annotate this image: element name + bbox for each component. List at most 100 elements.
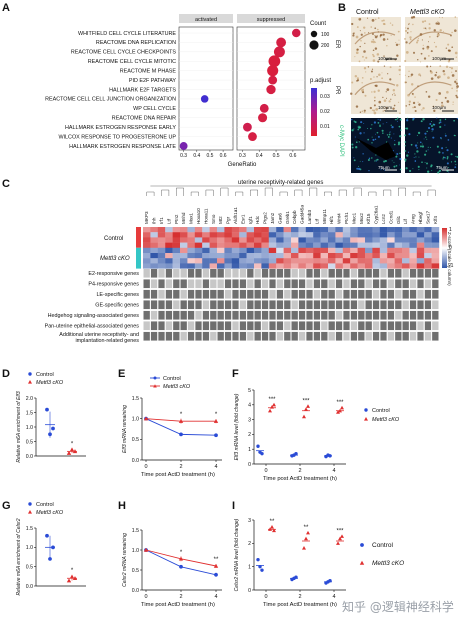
tile-er-control-cell	[377, 17, 380, 19]
heat-cell	[402, 237, 410, 243]
tile-pr-cko-cell	[451, 87, 453, 90]
heat-cell	[291, 242, 299, 248]
panel-G-ytick-label: 0.5	[26, 564, 33, 570]
gene-label-2: Irf1	[159, 217, 164, 224]
tile-cmyc-cko-cell	[425, 136, 427, 138]
tile-cmyc-control-cell	[377, 118, 379, 120]
tile-er-control-cell	[358, 18, 361, 20]
legend-E-control: Control	[163, 376, 181, 382]
category-cell	[350, 331, 358, 341]
tile-pr-control-cell	[382, 96, 384, 99]
category-cell	[246, 321, 254, 331]
tile-pr-cko-cell	[435, 71, 438, 74]
tile-cmyc-cko-cell	[442, 158, 444, 160]
tile-er-cko-cell	[435, 45, 438, 48]
category-cell	[202, 310, 210, 320]
heat-cell	[409, 227, 417, 233]
category-cell	[217, 300, 225, 310]
tile-cmyc-control-cell	[398, 125, 401, 128]
heat-cell	[150, 263, 158, 269]
gene-label-15: Hdc	[255, 215, 260, 224]
heat-cell	[350, 253, 358, 259]
a-xtick-label-suppressed: 0.4	[256, 153, 263, 159]
category-cell	[143, 289, 151, 299]
tile-cmyc-cko-cell	[440, 138, 442, 140]
tile-cmyc-cko-cell	[444, 157, 446, 159]
heat-cell	[283, 258, 292, 264]
tile-pr-control-cell	[363, 67, 367, 70]
heat-cell	[416, 242, 425, 248]
tile-pr-control-tissue	[354, 81, 396, 96]
category-cell	[239, 331, 247, 341]
tile-cmyc-cko-cell	[405, 127, 407, 130]
tile-pr-control-cell	[373, 96, 376, 99]
tile-er-cko-cell	[421, 20, 425, 23]
tile-er-cko-cell	[406, 32, 409, 34]
tile-er-cko-cell	[423, 27, 425, 29]
category-cell	[387, 331, 395, 341]
heat-cell	[202, 242, 210, 248]
category-label-2: LE-specific genes	[96, 292, 139, 298]
tile-pr-control-cell	[385, 107, 388, 109]
category-cell	[217, 331, 225, 341]
heat-cell	[342, 253, 351, 259]
panel-I-ytick-label: 3	[248, 518, 251, 524]
category-cell	[187, 310, 195, 320]
point-D-0-1	[48, 432, 52, 437]
category-cell	[306, 300, 313, 310]
panel-E-ytick-label: 1.0	[132, 416, 139, 422]
category-cell	[291, 268, 299, 278]
panel-E-xtick-label: 4	[214, 464, 217, 470]
tile-cmyc-cko-cell	[408, 169, 412, 173]
category-cell	[187, 300, 195, 310]
tile-cmyc-cko-cell	[417, 131, 421, 135]
legend-padj-title: p.adjust	[310, 78, 331, 84]
tile-pr-control-cell	[375, 108, 379, 111]
tile-pr-cko-cell	[418, 103, 421, 106]
panel-F-xtick-label: 4	[332, 468, 335, 474]
category-cell	[239, 289, 247, 299]
heatmap-group-control: Control	[104, 236, 124, 242]
category-cell	[276, 289, 284, 299]
heat-cell	[387, 237, 395, 243]
tile-cmyc-cko-cell	[446, 149, 449, 152]
category-cell	[217, 289, 225, 299]
heat-cell	[209, 263, 218, 269]
heat-cell	[231, 263, 240, 269]
category-cell	[158, 310, 165, 320]
heat-cell	[224, 227, 232, 233]
panel-G-ytick-label: 1.0	[26, 545, 33, 551]
tile-cmyc-control-cell	[393, 143, 396, 146]
tile-pr-control-cell	[399, 112, 401, 114]
tile-cmyc-cko-cell	[414, 117, 415, 119]
panel-D-ytick-label: 2.0	[26, 396, 33, 402]
tile-cmyc-cko-cell	[415, 156, 417, 158]
dendro-branch	[205, 189, 214, 196]
panel-I-xtick-label: 0	[264, 594, 267, 600]
tile-pr-control-cell	[363, 111, 366, 114]
heat-cell	[202, 232, 210, 238]
a-xtick-label-suppressed: 0.6	[289, 153, 296, 159]
tile-cmyc-control-cell	[367, 158, 370, 162]
tile-cmyc-cko-cell	[416, 134, 418, 136]
legend-count-100: 100	[321, 32, 330, 38]
heat-cell	[365, 237, 373, 243]
category-cell	[246, 279, 254, 289]
tile-pr-control-cell	[351, 81, 354, 84]
heat-cell	[209, 227, 218, 233]
heat-cell	[246, 242, 255, 248]
category-cell	[239, 279, 247, 289]
facet-title-suppressed: suppressed	[257, 17, 285, 23]
tile-cmyc-cko-cell	[416, 147, 418, 149]
heat-cell	[342, 258, 351, 264]
category-cell	[431, 300, 439, 310]
tile-er-cko-cell	[435, 22, 438, 25]
tile-pr-control-cell	[377, 89, 380, 92]
tile-er-control-cell	[376, 53, 380, 56]
tile-er-cko-cell	[428, 23, 431, 25]
tile-er-control-cell	[382, 33, 385, 36]
heat-cell	[305, 242, 314, 248]
category-cell	[424, 300, 432, 310]
dendro-branch	[294, 189, 303, 196]
